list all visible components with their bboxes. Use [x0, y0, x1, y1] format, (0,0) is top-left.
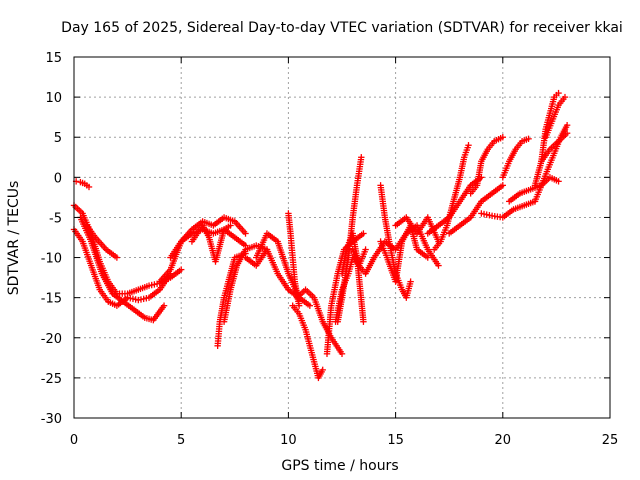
data-point — [555, 89, 562, 97]
x-axis-label: GPS time / hours — [281, 458, 398, 474]
series-s19 — [338, 230, 367, 325]
series-s1 — [72, 178, 93, 191]
data-point — [525, 135, 532, 143]
data-point — [561, 93, 569, 101]
series-s24 — [424, 174, 485, 237]
series-s20 — [349, 222, 442, 277]
data-point — [113, 254, 121, 261]
series-s9 — [214, 250, 249, 349]
y-tick-label: -25 — [41, 372, 62, 387]
y-tick-label: 0 — [54, 171, 62, 186]
series-s5 — [83, 222, 121, 261]
y-tick-label: -5 — [49, 211, 62, 226]
data-point — [160, 302, 168, 309]
series-s28 — [499, 135, 532, 181]
data-point — [424, 254, 431, 261]
series-s25 — [430, 142, 472, 253]
x-tick-label: 5 — [177, 433, 185, 448]
data-point — [362, 246, 369, 253]
series-s26 — [446, 182, 506, 237]
data-point — [465, 142, 472, 149]
y-tick-label: 5 — [54, 131, 62, 146]
y-tick-label: -10 — [41, 252, 62, 267]
grid — [74, 57, 610, 418]
y-tick-label: -20 — [41, 332, 62, 347]
data-point — [499, 134, 506, 141]
series-s33 — [542, 93, 569, 141]
y-tick-label: -15 — [41, 292, 62, 307]
data-point — [242, 230, 249, 237]
data-point — [338, 350, 346, 358]
data-point — [319, 366, 326, 374]
series-s22 — [377, 182, 414, 301]
data-point — [227, 222, 234, 229]
y-tick-label: 10 — [45, 91, 62, 106]
x-tick-label: 10 — [280, 433, 297, 448]
chart-title: Day 165 of 2025, Sidereal Day-to-day VTE… — [61, 20, 623, 36]
data-point — [499, 182, 506, 189]
series-s21 — [377, 222, 431, 285]
data-points — [70, 89, 571, 382]
series-s2 — [70, 202, 185, 297]
series-s14 — [289, 302, 326, 382]
x-tick-label: 0 — [70, 433, 78, 448]
series-s27 — [467, 134, 506, 197]
data-point — [435, 262, 442, 269]
data-point — [563, 130, 571, 137]
data-point — [306, 302, 314, 309]
series-s4 — [77, 214, 168, 324]
series-s8 — [188, 222, 234, 265]
data-point — [407, 278, 414, 285]
data-point — [295, 302, 303, 309]
x-tick-label: 25 — [602, 433, 619, 448]
series-s15 — [293, 286, 346, 358]
y-axis-label: SDTVAR / TECUs — [6, 181, 22, 296]
series-s34 — [538, 130, 571, 165]
data-point — [563, 121, 571, 129]
y-tick-label: 15 — [45, 51, 62, 66]
data-point — [360, 318, 367, 325]
data-point — [358, 154, 365, 161]
axis-ticks: 0 5 10 15 20 25 -30 -25 -20 -15 -10 -5 0 5 10 15 — [41, 51, 619, 448]
series-s11 — [253, 230, 314, 309]
x-tick-label: 20 — [495, 433, 512, 448]
y-tick-label: -30 — [41, 412, 62, 427]
plot-frame — [73, 56, 611, 419]
data-point — [85, 183, 93, 191]
data-point — [360, 230, 367, 237]
data-point — [178, 266, 185, 273]
data-point — [555, 178, 562, 185]
x-tick-label: 15 — [387, 433, 404, 448]
series-s30 — [506, 174, 562, 205]
